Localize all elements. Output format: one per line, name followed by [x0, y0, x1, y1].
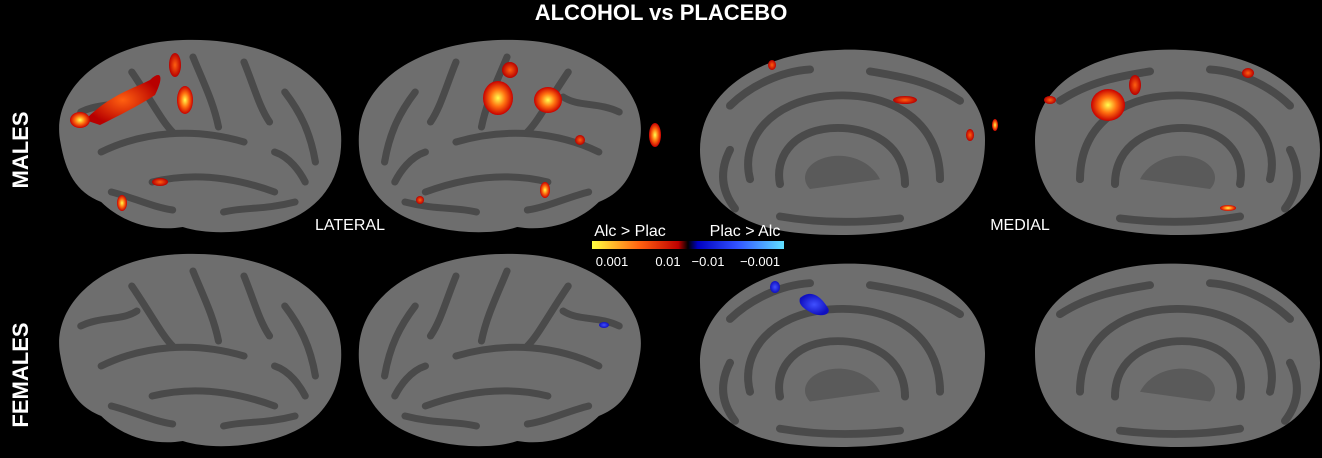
activations-males: [70, 53, 1254, 211]
brain-left-medial: [1035, 50, 1320, 235]
colorbar-gradient: [592, 241, 784, 249]
brain-left-lateral: [59, 254, 341, 446]
brain-left-lateral: [59, 40, 341, 232]
brain-left-medial: [1035, 264, 1320, 447]
colorbar-label: Alc > Plac: [594, 223, 666, 240]
colorbar: Alc > Plac Plac > Alc 0.001 0.01 −0.01 −…: [592, 223, 784, 269]
colorbar-tick: −0.001: [740, 254, 780, 269]
activations-females: [599, 281, 829, 328]
brain-right-lateral: [359, 254, 641, 446]
brain-right-lateral: [359, 40, 641, 232]
row-label: MALES: [8, 112, 33, 189]
colorbar-label: Plac > Alc: [710, 223, 781, 240]
title: ALCOHOL vs PLACEBO: [535, 0, 788, 25]
colorbar-tick: −0.01: [692, 254, 725, 269]
brain-right-medial: [700, 264, 985, 447]
colorbar-tick: 0.01: [655, 254, 680, 269]
colorbar-tick: 0.001: [596, 254, 629, 269]
view-label: MEDIAL: [990, 217, 1050, 234]
row-label: FEMALES: [8, 322, 33, 427]
view-label: LATERAL: [315, 217, 385, 234]
brain-right-medial: [700, 50, 985, 235]
